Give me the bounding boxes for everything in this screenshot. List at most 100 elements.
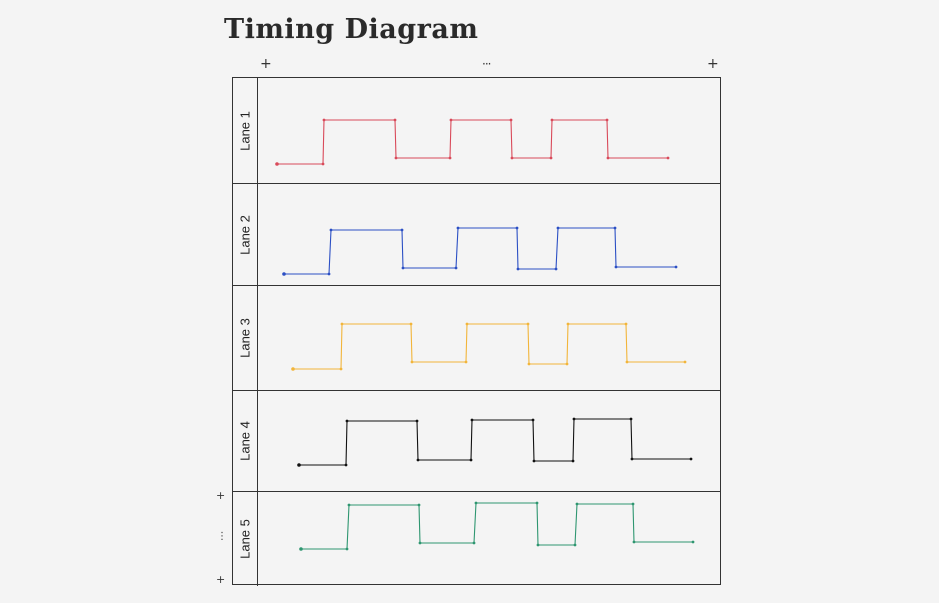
lane-4-waypoint[interactable] bbox=[689, 457, 693, 461]
lane-1-waypoint[interactable] bbox=[550, 118, 554, 122]
diagram-frame: Lane 1 Lane 2 Lane 3 Lane 4 Lane 5 bbox=[232, 77, 721, 586]
lane-3-waypoint[interactable] bbox=[465, 322, 469, 326]
lane-4-waypoint[interactable] bbox=[345, 419, 349, 423]
lane-3-waypoint[interactable] bbox=[526, 322, 530, 326]
lane-3-waypoint[interactable] bbox=[565, 362, 569, 366]
lane-options-button[interactable]: ⋮ bbox=[217, 531, 227, 542]
lane-3-waypoint[interactable] bbox=[291, 367, 295, 371]
lane-4-signal-line bbox=[299, 418, 691, 466]
lane-4-header[interactable]: Lane 4 bbox=[233, 391, 258, 491]
lane-2-waypoint[interactable] bbox=[614, 265, 618, 269]
lane-4-waypoint[interactable] bbox=[470, 418, 474, 422]
lane-2-waypoint[interactable] bbox=[456, 226, 460, 230]
lane-1-waypoint[interactable] bbox=[275, 162, 279, 166]
diagram-title: Timing Diagram bbox=[224, 14, 479, 45]
lane-2-waypoint[interactable] bbox=[329, 228, 333, 232]
lane-3-waypoint[interactable] bbox=[339, 367, 343, 371]
lane-1-waypoint[interactable] bbox=[606, 156, 610, 160]
lane-5-waypoint[interactable] bbox=[472, 541, 476, 545]
lane-3-waypoint[interactable] bbox=[625, 360, 629, 364]
lane-2-waveform[interactable] bbox=[282, 226, 678, 276]
add-lane-below-button[interactable]: + bbox=[216, 573, 226, 586]
lane-5-waypoint[interactable] bbox=[632, 540, 636, 544]
lane-3-waypoint[interactable] bbox=[566, 322, 570, 326]
more-options-top-button[interactable]: ··· bbox=[482, 57, 492, 71]
lane-2-signal-line bbox=[284, 227, 676, 275]
lane-1-waypoint[interactable] bbox=[605, 118, 609, 122]
lane-4-waypoint[interactable] bbox=[630, 457, 634, 461]
lane-2-waypoint[interactable] bbox=[516, 267, 520, 271]
lane-1-waypoint[interactable] bbox=[448, 156, 452, 160]
lane-1-waypoint[interactable] bbox=[322, 118, 326, 122]
lane-4-waypoint[interactable] bbox=[531, 418, 535, 422]
lane-4-waveform[interactable] bbox=[297, 417, 693, 467]
lane-3-waypoint[interactable] bbox=[527, 362, 531, 366]
lane-5-waypoint[interactable] bbox=[345, 547, 349, 551]
lane-1-signal-line bbox=[277, 119, 668, 165]
lane-4[interactable]: Lane 4 bbox=[233, 391, 720, 492]
lane-1-waypoint[interactable] bbox=[449, 118, 453, 122]
lane-1-waypoint[interactable] bbox=[509, 118, 513, 122]
lane-2-waypoint[interactable] bbox=[282, 272, 286, 276]
lane-3-waypoint[interactable] bbox=[410, 360, 414, 364]
lane-5-waypoint[interactable] bbox=[347, 503, 351, 507]
lane-2-waypoint[interactable] bbox=[327, 272, 331, 276]
lane-3-signal-line bbox=[293, 323, 685, 370]
lane-4-waypoint[interactable] bbox=[297, 463, 301, 467]
lane-2-waypoint[interactable] bbox=[454, 266, 458, 270]
add-lane-above-button[interactable]: + bbox=[216, 489, 226, 502]
lane-2-waypoint[interactable] bbox=[401, 266, 405, 270]
lane-5-waypoint[interactable] bbox=[631, 502, 635, 506]
lane-5-waveform[interactable] bbox=[299, 501, 695, 551]
lane-5[interactable]: Lane 5 bbox=[233, 492, 720, 586]
lane-3-waypoint[interactable] bbox=[340, 322, 344, 326]
lane-1-waypoint[interactable] bbox=[549, 156, 553, 160]
lane-3-header[interactable]: Lane 3 bbox=[233, 286, 258, 390]
lane-4-waypoint[interactable] bbox=[469, 458, 473, 462]
lane-3[interactable]: Lane 3 bbox=[233, 286, 720, 391]
lane-5-waypoint[interactable] bbox=[418, 541, 422, 545]
lane-5-waypoint[interactable] bbox=[417, 503, 421, 507]
lane-5-waypoint[interactable] bbox=[691, 540, 695, 544]
lane-5-waypoint[interactable] bbox=[535, 501, 539, 505]
lane-1-waypoint[interactable] bbox=[394, 156, 398, 160]
lane-4-waypoint[interactable] bbox=[572, 417, 576, 421]
lane-1-waypoint[interactable] bbox=[393, 118, 397, 122]
lane-5-waypoint[interactable] bbox=[536, 543, 540, 547]
lane-2-waypoint[interactable] bbox=[674, 265, 678, 269]
lane-3-waypoint[interactable] bbox=[464, 360, 468, 364]
lane-4-waypoint[interactable] bbox=[415, 419, 419, 423]
lane-2-waypoint[interactable] bbox=[556, 226, 560, 230]
lane-4-waypoint[interactable] bbox=[416, 458, 420, 462]
lane-2-waypoint[interactable] bbox=[400, 228, 404, 232]
lane-1-waypoint[interactable] bbox=[510, 156, 514, 160]
add-column-left-button[interactable]: + bbox=[260, 56, 272, 72]
lane-4-waypoint[interactable] bbox=[344, 463, 348, 467]
lane-1[interactable]: Lane 1 bbox=[233, 78, 720, 184]
lane-5-waypoint[interactable] bbox=[573, 543, 577, 547]
lane-1-waveform[interactable] bbox=[275, 118, 670, 166]
lane-5-waypoint[interactable] bbox=[299, 547, 303, 551]
lane-2-header[interactable]: Lane 2 bbox=[233, 184, 258, 285]
lane-4-waypoint[interactable] bbox=[571, 459, 575, 463]
lane-3-waypoint[interactable] bbox=[409, 322, 413, 326]
lane-2-waypoint[interactable] bbox=[613, 226, 617, 230]
lane-3-waypoint[interactable] bbox=[683, 360, 687, 364]
lane-5-header[interactable]: Lane 5 bbox=[233, 492, 258, 586]
lane-1-waypoint[interactable] bbox=[666, 156, 670, 160]
add-column-right-button[interactable]: + bbox=[707, 56, 719, 72]
lane-5-waypoint[interactable] bbox=[575, 502, 579, 506]
lane-5-waypoint[interactable] bbox=[474, 501, 478, 505]
lane-5-signal-line bbox=[301, 502, 693, 550]
lane-1-header[interactable]: Lane 1 bbox=[233, 78, 258, 183]
lane-4-waypoint[interactable] bbox=[532, 459, 536, 463]
lane-2-waypoint[interactable] bbox=[554, 267, 558, 271]
lane-1-waypoint[interactable] bbox=[321, 162, 325, 166]
lane-3-waypoint[interactable] bbox=[624, 322, 628, 326]
lane-2-waypoint[interactable] bbox=[515, 226, 519, 230]
lane-2[interactable]: Lane 2 bbox=[233, 184, 720, 286]
lane-3-waveform[interactable] bbox=[291, 322, 687, 371]
lane-4-waypoint[interactable] bbox=[629, 417, 633, 421]
